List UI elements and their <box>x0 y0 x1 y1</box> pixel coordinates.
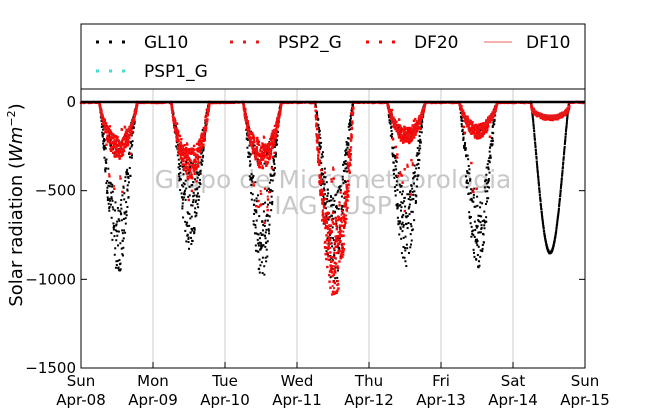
x-tick-label-date: Apr-12 <box>344 391 394 409</box>
legend: GL10 PSP2_G DF20 DF10 PSP1_G <box>81 33 585 90</box>
y-tick-label: 0 <box>66 93 76 111</box>
x-tick-label-date: Apr-13 <box>416 391 466 409</box>
legend-label-gl10: GL10 <box>144 33 188 53</box>
vertical-grid <box>152 89 514 368</box>
x-tick-label-day: Sun <box>571 372 600 390</box>
x-tick-label-day: Fri <box>432 372 450 390</box>
x-tick-label-day: Sat <box>501 372 526 390</box>
x-tick-label-day: Wed <box>281 372 314 390</box>
legend-label-psp1-g: PSP1_G <box>144 62 208 82</box>
legend-marker-gl10 <box>96 40 125 44</box>
legend-label-df10: DF10 <box>526 33 571 53</box>
y-tick-label: −1500 <box>25 359 76 377</box>
legend-marker-df20 <box>366 40 395 44</box>
x-axis: SunApr-08MonApr-09TueApr-10WedApr-11ThuA… <box>56 362 610 409</box>
legend-marker-psp1-g <box>96 69 125 73</box>
plot-frame <box>80 23 586 369</box>
x-tick-label-day: Sun <box>67 372 96 390</box>
legend-marker-psp2-g <box>230 40 259 44</box>
x-tick-label-day: Mon <box>137 372 169 390</box>
x-tick-label-date: Apr-10 <box>200 391 250 409</box>
y-tick-label: −500 <box>35 182 76 200</box>
series-psp2-g <box>98 101 570 290</box>
y-tick-label: −1000 <box>25 270 76 288</box>
x-tick-label-date: Apr-08 <box>56 391 106 409</box>
legend-label-df20: DF20 <box>414 33 459 53</box>
x-tick-label-date: Apr-14 <box>488 391 538 409</box>
legend-label-psp2-g: PSP2_G <box>278 33 342 53</box>
x-tick-label-day: Tue <box>211 372 238 390</box>
y-axis-label: Solar radiation (Wm−2) <box>5 103 27 306</box>
x-tick-label-date: Apr-11 <box>272 391 322 409</box>
x-tick-label-date: Apr-09 <box>128 391 178 409</box>
y-axis: 0 −500 −1000 −1500 <box>25 93 585 377</box>
x-tick-label-date: Apr-15 <box>560 391 610 409</box>
x-tick-label-day: Thu <box>354 372 383 390</box>
